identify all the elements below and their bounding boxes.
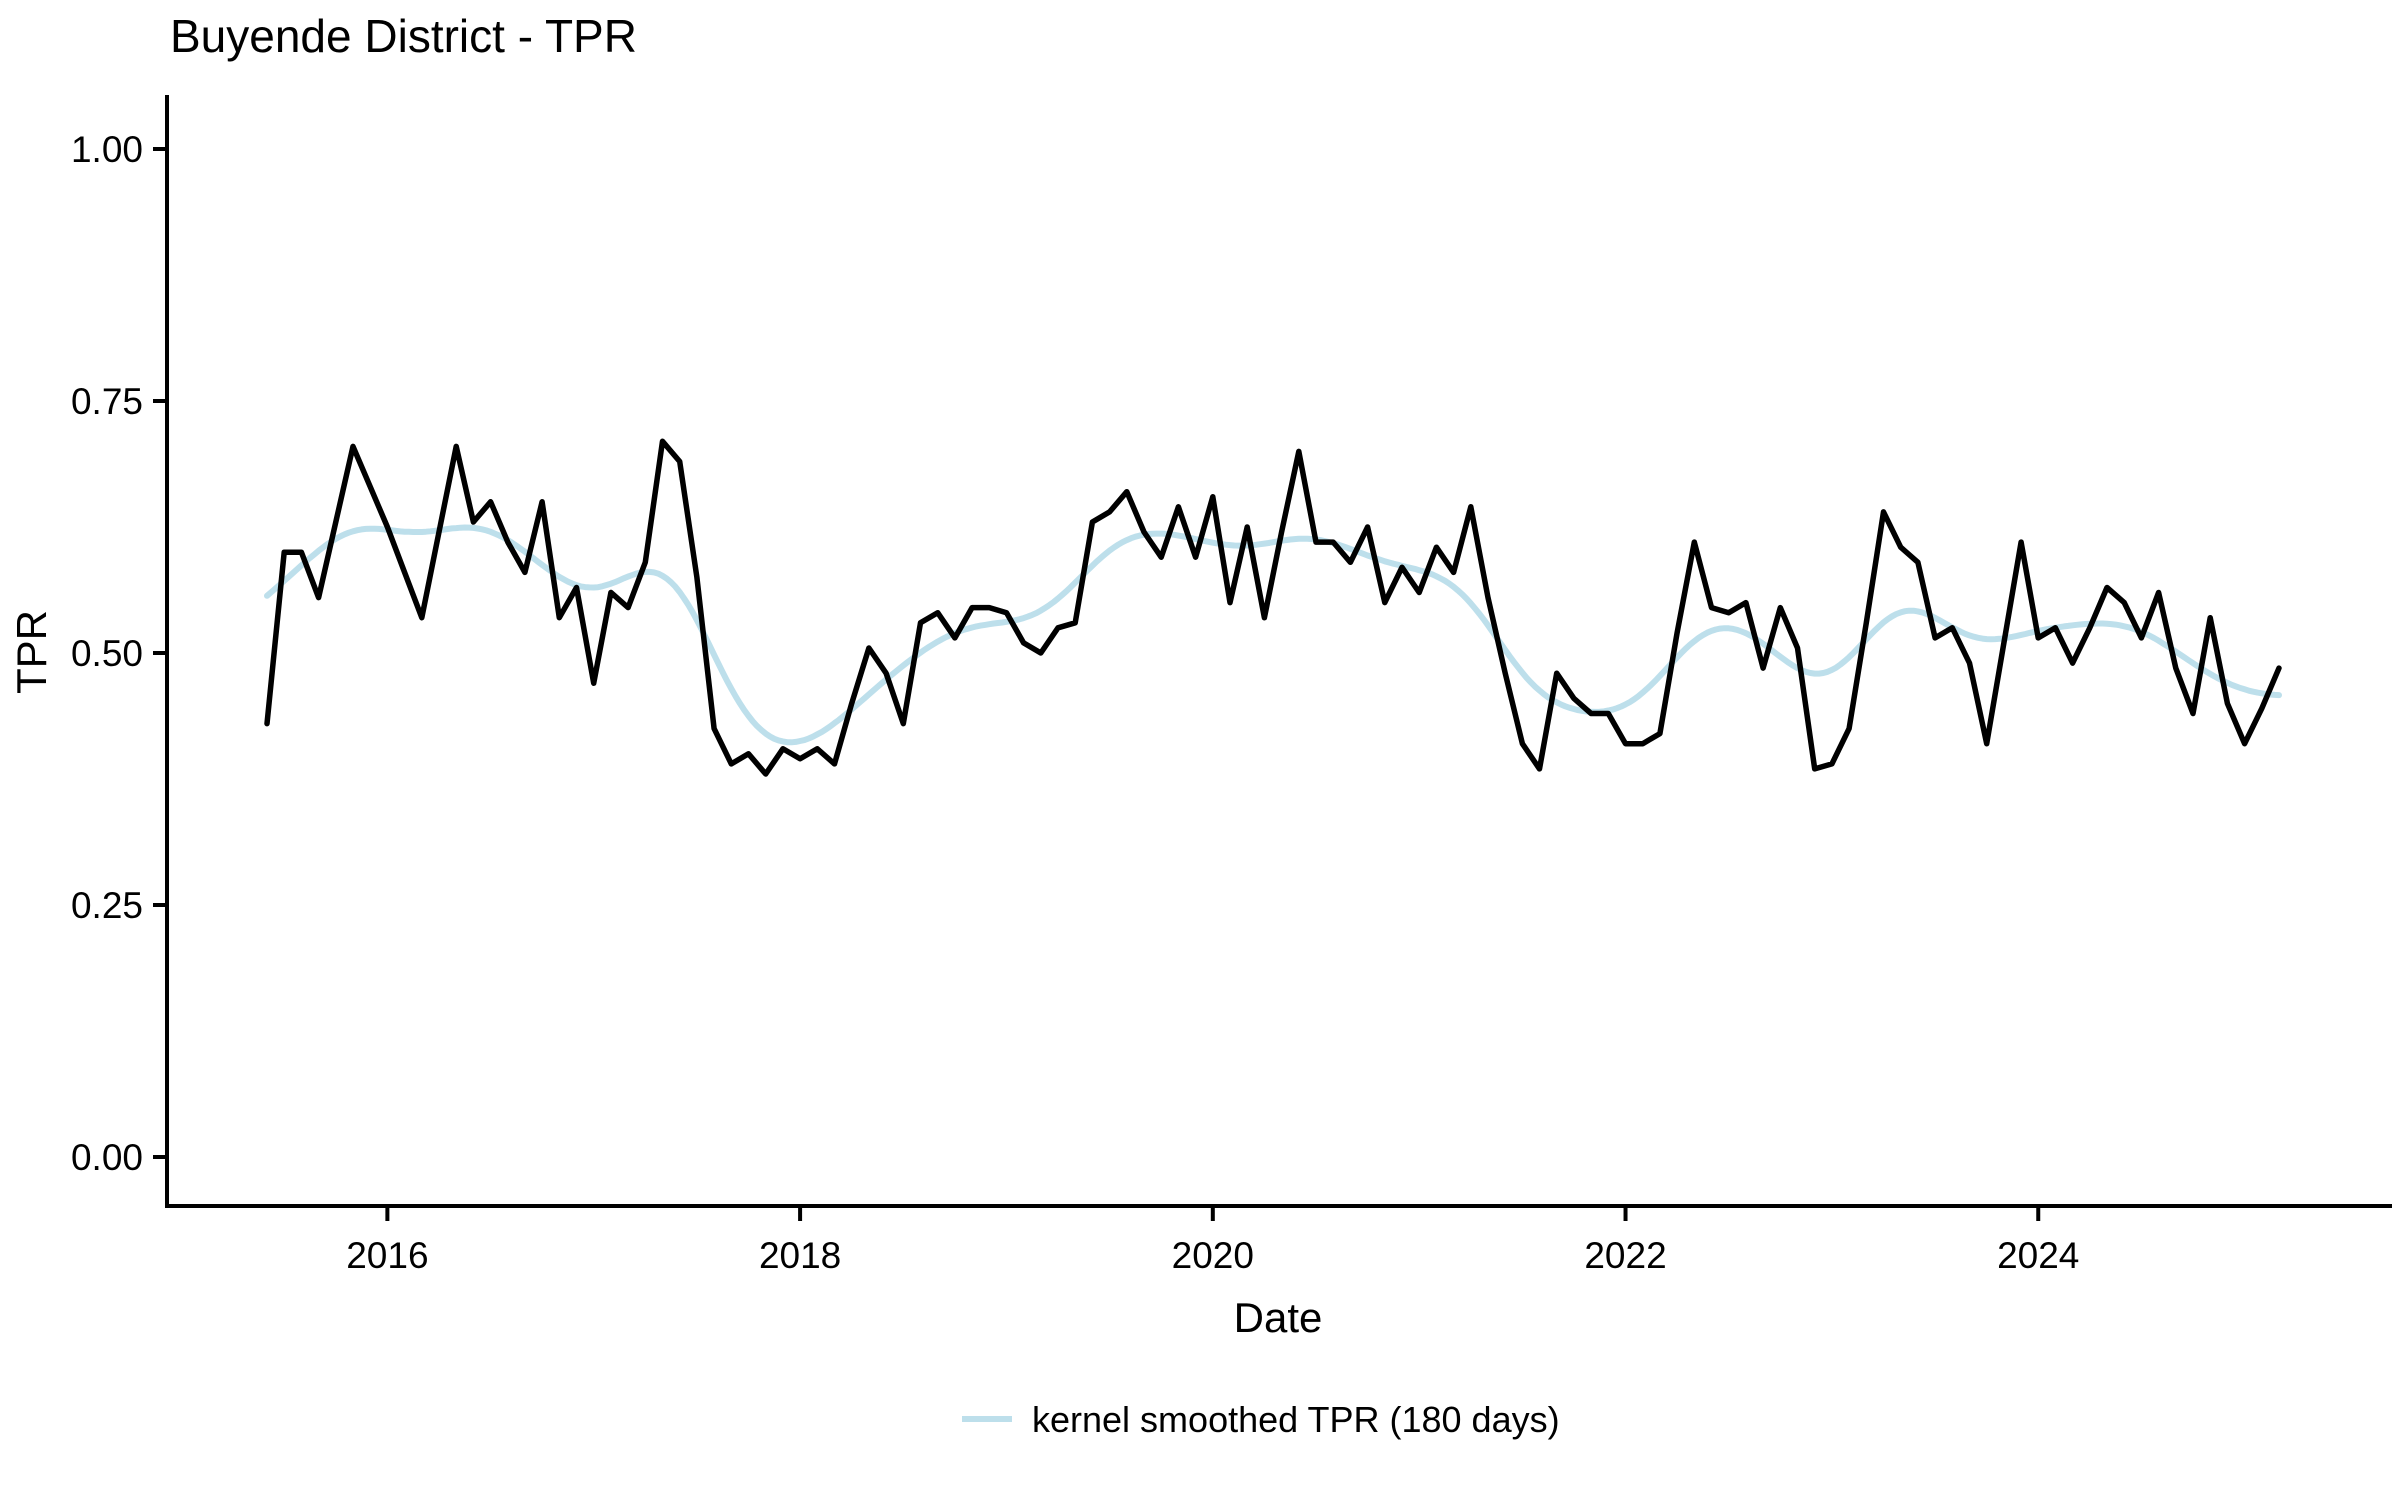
y-tick-label-0.25: 0.25 [71, 885, 143, 926]
x-tick-label-2020: 2020 [1172, 1235, 1254, 1276]
y-axis-title: TPR [8, 610, 55, 694]
y-axis-ticks: 0.00 0.25 0.50 0.75 1.00 [71, 129, 166, 1178]
x-tick-label-2022: 2022 [1584, 1235, 1666, 1276]
y-tick-label-0.75: 0.75 [71, 381, 143, 422]
x-tick-label-2016: 2016 [346, 1235, 428, 1276]
x-axis-title: Date [1234, 1294, 1323, 1341]
chart-title: Buyende District - TPR [170, 10, 637, 62]
x-tick-label-2024: 2024 [1997, 1235, 2079, 1276]
kernel-smoothed-tpr-line [264, 524, 2282, 746]
monthly-tpr-line [264, 438, 2282, 777]
x-tick-label-2018: 2018 [759, 1235, 841, 1276]
legend-label: kernel smoothed TPR (180 days) [1032, 1399, 1560, 1440]
y-tick-label-1.00: 1.00 [71, 129, 143, 170]
y-tick-label-0.50: 0.50 [71, 633, 143, 674]
legend: kernel smoothed TPR (180 days) [962, 1399, 1560, 1440]
x-axis-ticks: 2016 2018 2020 2022 2024 [346, 1207, 2079, 1276]
y-tick-label-0.00: 0.00 [71, 1137, 143, 1178]
